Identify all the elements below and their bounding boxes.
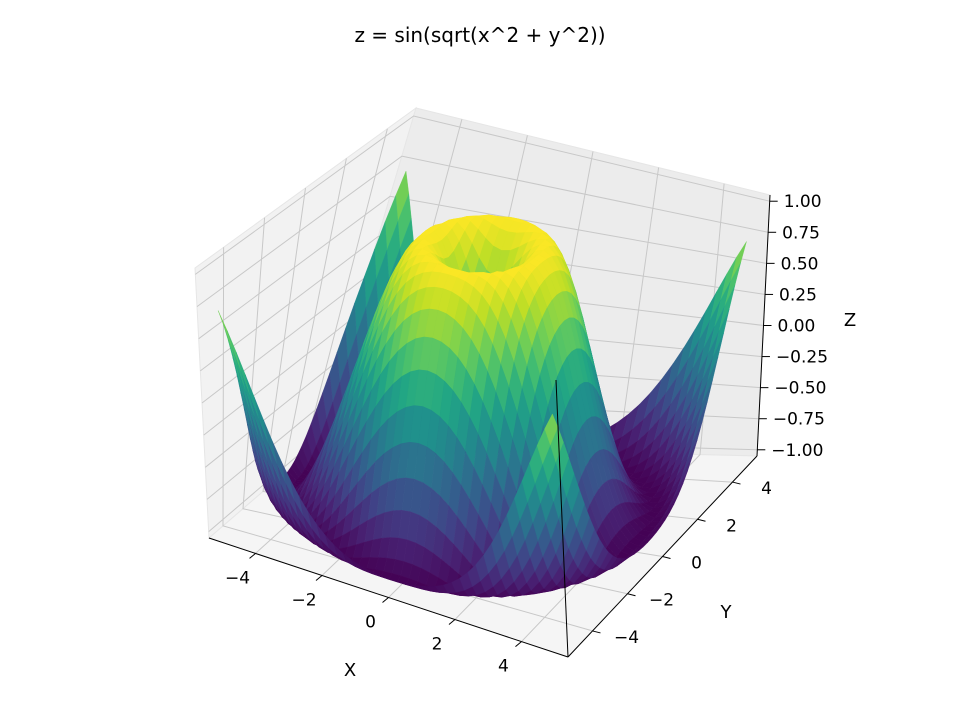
z-gridline: [195, 115, 770, 275]
y-tick-label: 4: [761, 479, 772, 499]
x-tick-label: −2: [291, 590, 316, 610]
x-axis-label: X: [344, 660, 356, 681]
y-tick: [662, 556, 671, 559]
z-tick-label: −0.50: [774, 379, 826, 399]
z-gridline: [196, 155, 769, 308]
x-tick: [382, 597, 389, 603]
surface-mesh: [217, 170, 747, 598]
y-tick-label: −2: [649, 591, 674, 611]
y-tick-label: −4: [614, 628, 639, 648]
z-tick-label: −0.75: [773, 410, 825, 430]
z-gridline: [199, 235, 766, 372]
y-tick: [592, 630, 601, 634]
x-tick: [249, 553, 256, 559]
z-tick-label: −0.25: [776, 348, 828, 368]
z-tick-label: 0.00: [778, 317, 816, 337]
z-axis-edge: [555, 379, 569, 658]
x-tick-label: 2: [432, 635, 443, 655]
z-gridline: [198, 195, 767, 340]
z-tick-label: −1.00: [771, 441, 823, 461]
x-tick-label: −4: [225, 568, 250, 588]
x-tick: [448, 619, 456, 625]
x-tick-label: 0: [365, 613, 376, 633]
y-tick-label: 0: [691, 554, 702, 574]
y-tick: [732, 481, 741, 485]
y-tick: [697, 518, 706, 522]
x-tick: [515, 641, 522, 647]
chart-title: z = sin(sqrt(x^2 + y^2)): [354, 23, 605, 47]
x-tick: [315, 575, 323, 581]
z-tick-label: 0.75: [782, 223, 820, 243]
z-tick-label: 0.50: [781, 254, 819, 274]
y-tick: [627, 593, 636, 597]
x-tick-label: 4: [498, 657, 509, 677]
y-axis-label: Y: [720, 602, 733, 623]
z-tick-label: 0.25: [779, 285, 817, 305]
axes-ticks: −4 −2 0 2 4 −4 −2 0 2 4 −1.00 −0.75 −0.50 −0.25 0.00 0.…: [208, 192, 828, 677]
y-tick-label: 2: [726, 516, 737, 536]
z-tick-label: 1.00: [784, 192, 822, 212]
z-axis-label: Z: [844, 310, 856, 331]
